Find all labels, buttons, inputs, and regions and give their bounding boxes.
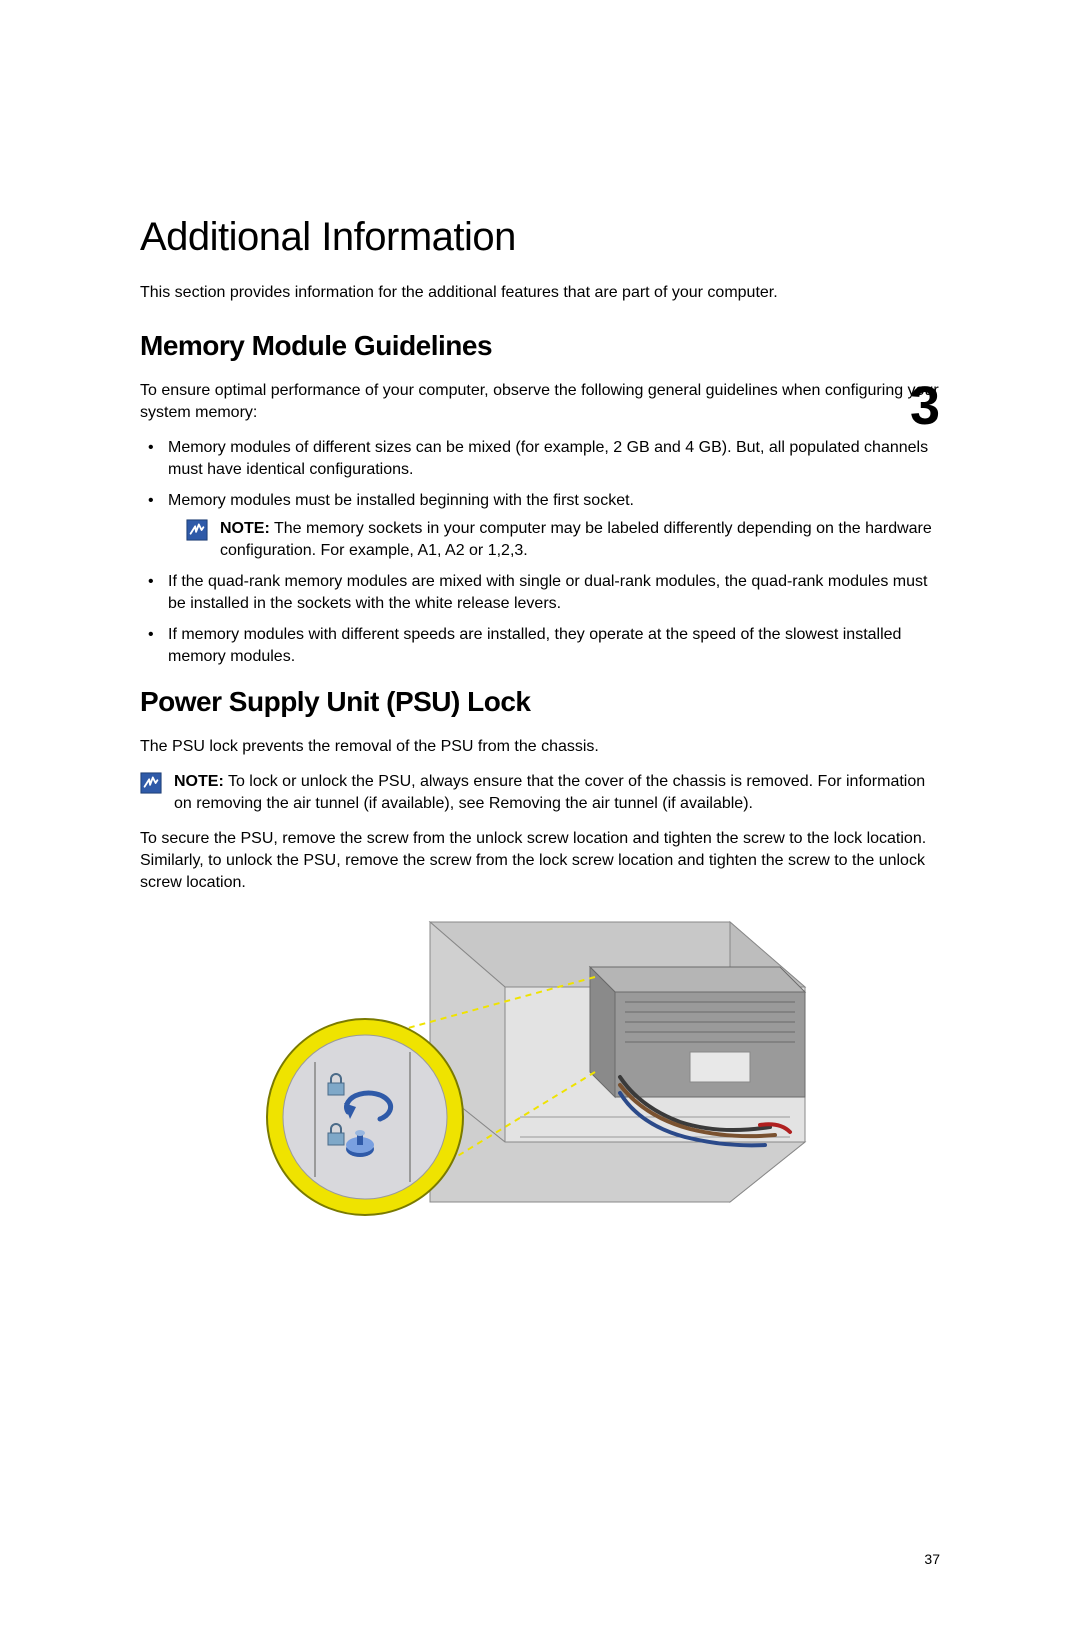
note-label: NOTE: [174, 773, 224, 790]
section1-paragraph: To ensure optimal performance of your co… [140, 380, 940, 423]
chapter-number: 3 [910, 375, 940, 437]
memory-guidelines-list: Memory modules of different sizes can be… [140, 437, 940, 667]
note-block: NOTE: The memory sockets in your compute… [186, 518, 940, 561]
psu-paragraph-1: The PSU lock prevents the removal of the… [140, 736, 940, 758]
psu-lock-figure [260, 907, 820, 1227]
note-label: NOTE: [220, 520, 270, 537]
list-item: If the quad-rank memory modules are mixe… [168, 571, 940, 614]
list-item: Memory modules of different sizes can be… [168, 437, 940, 480]
intro-paragraph: This section provides information for th… [140, 284, 940, 302]
psu-paragraph-2: To secure the PSU, remove the screw from… [140, 828, 940, 893]
section-heading-memory: Memory Module Guidelines [140, 330, 940, 362]
page-title: Additional Information [140, 215, 940, 260]
note-body: To lock or unlock the PSU, always ensure… [174, 773, 925, 812]
note-block: NOTE: To lock or unlock the PSU, always … [140, 771, 940, 814]
note-text: NOTE: To lock or unlock the PSU, always … [174, 771, 940, 814]
figure-container [140, 907, 940, 1227]
page-number: 37 [924, 1551, 940, 1567]
note-icon [140, 772, 162, 794]
note-icon [186, 519, 208, 541]
note-text: NOTE: The memory sockets in your compute… [220, 518, 940, 561]
section-heading-psu: Power Supply Unit (PSU) Lock [140, 686, 940, 718]
note-body: The memory sockets in your computer may … [220, 520, 932, 559]
list-item-text: Memory modules must be installed beginni… [168, 492, 634, 509]
zoom-circle [267, 1019, 463, 1215]
list-item: Memory modules must be installed beginni… [168, 490, 940, 561]
list-item: If memory modules with different speeds … [168, 624, 940, 667]
